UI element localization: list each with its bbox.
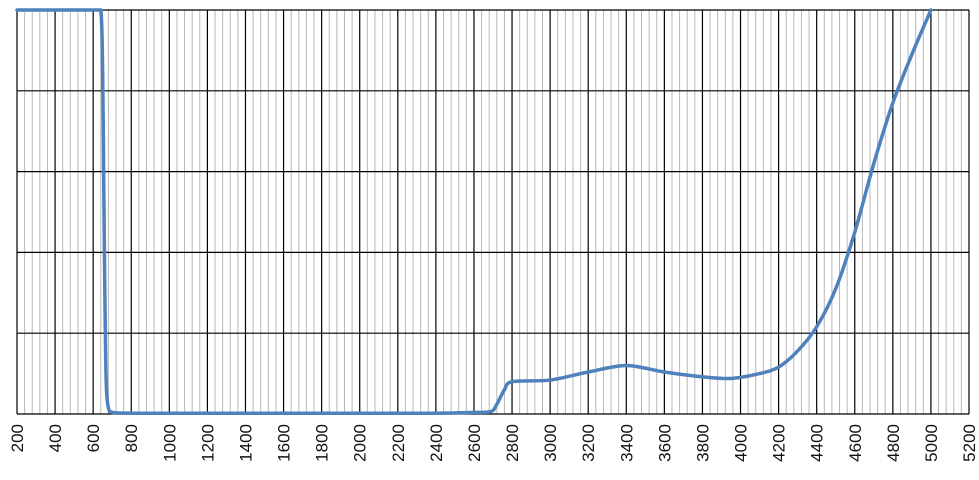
x-tick-label: 1800	[313, 424, 332, 462]
x-tick-label: 2000	[351, 424, 370, 462]
x-tick-label: 3400	[617, 424, 636, 462]
major-gridlines	[16, 9, 970, 415]
x-tick-label: 2200	[389, 424, 408, 462]
series-layer	[15, 8, 933, 415]
x-tick-label: 4800	[884, 424, 903, 462]
x-tick-label: 4000	[732, 424, 751, 462]
x-axis-tick-labels: 200 400 600 800 1000 1200 1400 1600 1800 2000 2200…	[8, 424, 979, 462]
x-tick-label: 3600	[655, 424, 674, 462]
x-tick-label: 1600	[275, 424, 294, 462]
x-tick-label: 2400	[427, 424, 446, 462]
x-tick-label: 3800	[693, 424, 712, 462]
x-tick-label: 400	[46, 424, 65, 452]
x-tick-label: 5200	[960, 424, 979, 462]
x-tick-label: 2600	[465, 424, 484, 462]
x-tick-label: 1200	[198, 424, 217, 462]
x-tick-label: 600	[84, 424, 103, 452]
x-tick-label: 200	[8, 424, 27, 452]
x-tick-label: 2800	[503, 424, 522, 462]
x-tick-label: 1400	[236, 424, 255, 462]
x-tick-label: 5000	[922, 424, 941, 462]
x-tick-label: 1000	[160, 424, 179, 462]
x-tick-label: 4200	[770, 424, 789, 462]
x-tick-label: 3200	[579, 424, 598, 462]
x-tick-label: 3000	[541, 424, 560, 462]
series-line	[15, 8, 933, 415]
x-tick-label: 4600	[846, 424, 865, 462]
x-tick-label: 4400	[808, 424, 827, 462]
x-tick-label: 800	[122, 424, 141, 452]
minor-gridlines	[24, 10, 962, 414]
